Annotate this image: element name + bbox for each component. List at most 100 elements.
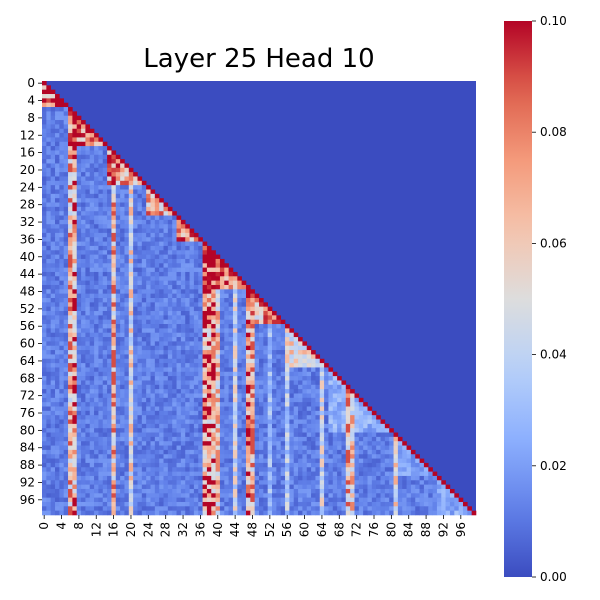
heatmap-cell [102,193,108,199]
heatmap-cell [98,367,104,373]
heatmap-cell [63,341,69,347]
heatmap-cell [254,428,260,433]
heatmap-cell [50,124,56,130]
heatmap-cell [59,263,64,268]
heatmap-cell [215,350,221,355]
heatmap-cell [315,480,321,485]
heatmap-cell [98,232,104,238]
heatmap-cell [63,193,69,199]
heatmap-cell [189,337,195,342]
heatmap-cell [81,449,86,455]
heatmap-cell [376,415,381,420]
heatmap-cell [285,484,290,490]
heatmap-cell [259,436,264,442]
heatmap-cell [163,324,169,329]
heatmap-cell [237,471,242,477]
heatmap-cell [50,211,56,216]
heatmap-cell [298,406,303,412]
heatmap-cell [211,258,216,264]
heatmap-cell [72,189,78,195]
heatmap-cell [302,497,308,503]
heatmap-cell [224,484,229,490]
heatmap-cell [137,180,143,186]
heatmap-cell [311,497,316,503]
heatmap-cell [72,133,78,138]
heatmap-cell [50,107,56,112]
heatmap-cell [298,380,303,386]
heatmap-cell [263,332,268,338]
heatmap-cell [302,501,308,507]
heatmap-cell [272,497,277,503]
heatmap-cell [46,85,51,90]
heatmap-cell [128,298,134,303]
heatmap-cell [50,224,56,229]
heatmap-cell [59,315,64,320]
heatmap-cell [163,250,169,255]
heatmap-cell [237,284,242,290]
heatmap-cell [193,389,199,394]
heatmap-cell [59,380,64,386]
heatmap-cell [68,389,73,394]
heatmap-cell [98,237,104,242]
heatmap-cell [59,501,64,507]
heatmap-cell [59,354,64,360]
heatmap-cell [55,176,60,182]
heatmap-cell [250,302,255,307]
heatmap-cell [55,436,60,442]
heatmap-cell [59,254,64,260]
heatmap-cell [289,410,295,416]
heatmap-cell [423,501,429,507]
heatmap-cell [180,280,186,286]
heatmap-cell [120,475,125,481]
heatmap-cell [102,206,108,212]
heatmap-cell [115,215,121,221]
heatmap-cell [211,345,216,351]
heatmap-cell [206,432,212,438]
heatmap-cell [311,467,316,472]
heatmap-cell [245,462,251,468]
heatmap-cell [219,475,225,481]
heatmap-cell [76,298,82,303]
heatmap-cell [159,198,164,203]
heatmap-cell [115,263,121,268]
heatmap-cell [107,324,112,329]
heatmap-cell [176,484,182,490]
heatmap-cell [202,276,208,281]
heatmap-cell [198,363,203,368]
heatmap-cell [107,193,112,199]
heatmap-cell [59,211,64,216]
heatmap-cell [146,454,151,459]
heatmap-cell [415,501,420,507]
heatmap-cell [228,428,234,433]
heatmap-cell [46,115,51,121]
heatmap-cell [280,341,286,347]
heatmap-cell [150,462,156,468]
heatmap-cell [406,449,412,455]
heatmap-cell [180,510,186,516]
heatmap-cell [293,462,299,468]
heatmap-cell [102,493,108,498]
heatmap-cell [363,423,368,429]
heatmap-cell [42,350,47,355]
chart-title: Layer 25 Head 10 [143,44,375,74]
heatmap-cell [272,354,277,360]
heatmap-cell [55,228,60,234]
heatmap-cell [133,406,138,412]
heatmap-cell [276,345,281,351]
heatmap-cell [254,419,260,425]
heatmap-cell [350,458,355,464]
heatmap-cell [354,462,360,468]
heatmap-cell [59,488,64,494]
heatmap-cell [76,384,82,390]
heatmap-cell [72,124,78,130]
heatmap-cell [107,423,112,429]
heatmap-cell [189,271,195,277]
heatmap-cell [120,185,125,190]
heatmap-cell [46,380,51,386]
heatmap-cell [137,319,143,325]
heatmap-cell [163,436,169,442]
heatmap-cell [159,363,164,368]
heatmap-cell [263,389,268,394]
heatmap-cell [206,458,212,464]
heatmap-cell [124,302,130,307]
